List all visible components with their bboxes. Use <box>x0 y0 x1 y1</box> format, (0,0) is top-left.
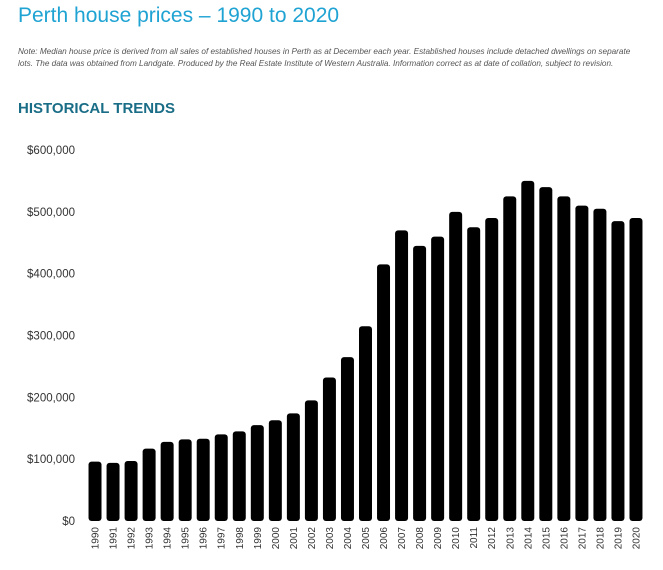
x-tick-label: 2010 <box>451 527 462 550</box>
bar-2006 <box>377 264 391 521</box>
page-title: Perth house prices – 1990 to 2020 <box>18 4 340 27</box>
x-tick-label: 2014 <box>523 527 534 550</box>
bar-2009 <box>431 236 445 522</box>
bar-2017 <box>575 205 589 521</box>
bar-2019 <box>611 221 625 521</box>
bar-1998 <box>232 431 246 521</box>
x-tick-label: 1994 <box>163 527 174 550</box>
y-tick-label: $600,000 <box>27 145 75 157</box>
y-tick-label: $300,000 <box>27 331 75 343</box>
x-tick-label: 1997 <box>217 527 228 550</box>
x-tick-label: 2000 <box>271 527 282 550</box>
bar-1996 <box>196 438 210 521</box>
x-tick-label: 2018 <box>595 527 606 550</box>
x-tick-label: 1998 <box>235 527 246 550</box>
x-tick-label: 2015 <box>541 527 552 550</box>
bar-2004 <box>340 357 354 521</box>
x-tick-label: 2012 <box>487 527 498 550</box>
y-tick-label: $0 <box>62 516 75 528</box>
x-axis: 1990 1991 1992 1993 1994 1995 1996 1997 1998 1999… <box>91 527 643 550</box>
x-tick-label: 2001 <box>289 527 300 550</box>
x-tick-label: 2019 <box>613 527 624 550</box>
bar-2010 <box>449 211 463 522</box>
x-tick-label: 1991 <box>109 527 120 550</box>
bar-2008 <box>413 245 427 521</box>
x-tick-label: 1995 <box>181 527 192 550</box>
y-axis: $0 $100,000 $200,000 $300,000 $400,000 $500,0… <box>27 145 75 528</box>
bar-1994 <box>160 441 174 521</box>
x-tick-label: 2008 <box>415 527 426 550</box>
x-tick-label: 2006 <box>379 527 390 550</box>
x-tick-label: 1999 <box>253 527 264 550</box>
bar-1995 <box>178 439 192 521</box>
bar-2001 <box>286 413 300 521</box>
bar-2000 <box>268 420 282 521</box>
x-tick-label: 2011 <box>469 527 480 549</box>
bar-2013 <box>503 196 517 521</box>
bar-1993 <box>142 448 156 521</box>
x-tick-label: 2009 <box>433 527 444 550</box>
x-tick-label: 2004 <box>343 527 354 550</box>
bar-2020 <box>629 218 643 521</box>
bar-2011 <box>467 227 481 521</box>
x-tick-label: 1996 <box>199 527 210 550</box>
x-tick-label: 2007 <box>397 527 408 550</box>
y-tick-label: $200,000 <box>27 392 75 404</box>
x-tick-label: 1993 <box>145 527 156 550</box>
y-tick-label: $500,000 <box>27 207 75 219</box>
bar-2015 <box>539 187 553 521</box>
bar-2012 <box>485 218 499 521</box>
x-tick-label: 2016 <box>559 527 570 550</box>
x-tick-label: 2002 <box>307 527 318 550</box>
x-tick-label: 1992 <box>127 527 138 550</box>
bar-1992 <box>124 461 138 521</box>
bar-1990 <box>88 461 102 521</box>
bar-2003 <box>322 377 336 521</box>
bar-1999 <box>250 425 264 521</box>
y-tick-label: $100,000 <box>27 454 75 466</box>
note-text: Note: Median house price is derived from… <box>18 47 631 68</box>
x-tick-label: 2005 <box>361 527 372 550</box>
x-tick-label: 2013 <box>505 527 516 550</box>
bar-2018 <box>593 208 607 521</box>
bar-2002 <box>304 400 318 521</box>
bar-2005 <box>359 326 372 521</box>
bar-1997 <box>214 434 228 521</box>
bar-1991 <box>106 462 120 521</box>
y-tick-label: $400,000 <box>27 269 75 281</box>
bar-2016 <box>557 196 571 521</box>
x-tick-label: 2003 <box>325 527 336 550</box>
bar-2007 <box>395 230 409 521</box>
x-tick-label: 1990 <box>91 527 102 550</box>
section-heading: HISTORICAL TRENDS <box>18 100 175 117</box>
x-tick-label: 2020 <box>631 527 642 550</box>
x-tick-label: 2017 <box>577 527 588 550</box>
bars-group <box>88 180 643 522</box>
bar-2014 <box>521 180 535 521</box>
